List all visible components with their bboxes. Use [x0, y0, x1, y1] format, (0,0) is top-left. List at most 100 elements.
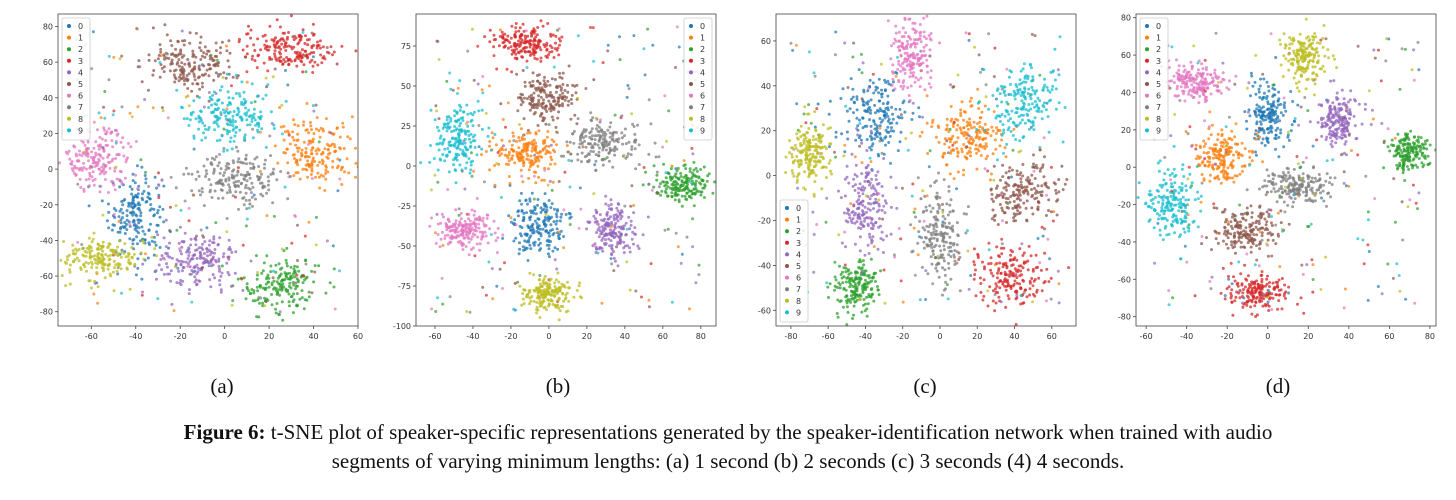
point-class-1 [338, 146, 341, 150]
point-class-0 [526, 202, 529, 206]
point-class-7 [183, 199, 187, 203]
point-class-3 [952, 85, 956, 89]
point-class-3 [272, 39, 276, 43]
point-class-8 [88, 250, 92, 254]
point-class-5 [151, 73, 155, 77]
point-class-0 [119, 227, 122, 231]
point-class-6 [501, 287, 504, 290]
point-class-2 [802, 112, 806, 116]
point-class-7 [594, 159, 598, 163]
y-tick-label: -60 [40, 272, 53, 281]
point-class-0 [879, 92, 883, 96]
point-class-7 [533, 153, 537, 157]
point-class-2 [670, 177, 674, 181]
point-class-0 [545, 243, 549, 247]
point-class-0 [578, 186, 582, 190]
point-class-6 [465, 230, 469, 234]
point-class-1 [328, 151, 332, 155]
point-class-7 [240, 181, 244, 185]
point-class-7 [248, 198, 251, 202]
point-class-0 [110, 228, 114, 232]
point-class-0 [892, 129, 896, 133]
point-class-3 [510, 52, 514, 56]
point-class-5 [540, 105, 544, 108]
point-class-3 [998, 261, 1002, 265]
point-class-0 [872, 120, 876, 124]
point-class-2 [275, 302, 279, 305]
point-class-0 [536, 217, 540, 221]
point-class-7 [583, 139, 587, 143]
point-class-2 [833, 260, 837, 264]
point-class-0 [861, 103, 865, 107]
point-class-8 [546, 285, 550, 289]
point-class-5 [169, 53, 173, 56]
point-class-1 [523, 137, 526, 141]
point-class-7 [657, 155, 661, 159]
point-class-3 [539, 48, 543, 52]
point-class-7 [568, 140, 572, 144]
point-class-9 [261, 97, 265, 101]
point-class-7 [210, 163, 214, 166]
point-class-4 [636, 244, 640, 248]
point-class-2 [841, 305, 845, 309]
point-class-4 [594, 208, 598, 212]
point-class-9 [452, 163, 456, 167]
point-class-9 [450, 130, 453, 134]
point-class-1 [310, 128, 313, 132]
point-class-1 [522, 164, 526, 168]
point-class-3 [247, 24, 250, 28]
point-class-7 [578, 142, 582, 146]
point-class-3 [283, 60, 287, 64]
point-class-8 [125, 267, 129, 271]
point-class-7 [602, 143, 606, 147]
point-class-9 [245, 123, 249, 127]
point-class-3 [1051, 219, 1055, 223]
point-class-7 [590, 137, 594, 141]
point-class-4 [194, 243, 198, 247]
point-class-1 [794, 43, 798, 47]
point-class-2 [317, 140, 321, 144]
point-class-3 [1012, 282, 1016, 286]
point-class-2 [860, 266, 864, 270]
point-class-7 [601, 157, 605, 161]
point-class-1 [983, 104, 987, 108]
point-class-3 [545, 43, 549, 47]
point-class-2 [214, 221, 218, 225]
x-tick-label: -20 [504, 332, 517, 341]
point-class-8 [90, 266, 94, 269]
point-class-5 [224, 76, 228, 80]
point-class-2 [852, 313, 855, 317]
point-class-3 [293, 58, 297, 62]
point-class-5 [215, 55, 219, 58]
point-class-0 [845, 109, 849, 113]
point-class-6 [467, 253, 471, 257]
point-class-7 [219, 167, 223, 171]
point-class-9 [158, 61, 162, 64]
point-class-2 [274, 287, 278, 291]
point-class-1 [296, 171, 300, 175]
point-class-7 [242, 203, 246, 207]
point-class-6 [112, 212, 116, 216]
point-class-9 [462, 153, 466, 157]
point-class-7 [271, 201, 275, 205]
point-class-6 [440, 276, 444, 280]
point-class-1 [968, 146, 972, 150]
point-class-6 [98, 135, 102, 139]
point-class-0 [555, 209, 559, 213]
point-class-2 [841, 281, 845, 285]
point-class-6 [462, 242, 465, 246]
legend-marker-6 [689, 93, 693, 98]
point-class-1 [565, 144, 569, 148]
point-class-1 [292, 174, 296, 178]
point-class-9 [463, 131, 467, 135]
point-class-7 [258, 181, 262, 185]
point-class-3 [1015, 281, 1019, 285]
point-class-1 [978, 125, 982, 129]
point-class-4 [614, 259, 617, 263]
point-class-3 [274, 36, 277, 40]
point-class-2 [711, 191, 715, 195]
point-class-1 [996, 128, 1000, 132]
point-class-3 [1006, 281, 1010, 285]
point-class-2 [276, 291, 280, 295]
point-class-5 [310, 291, 314, 295]
